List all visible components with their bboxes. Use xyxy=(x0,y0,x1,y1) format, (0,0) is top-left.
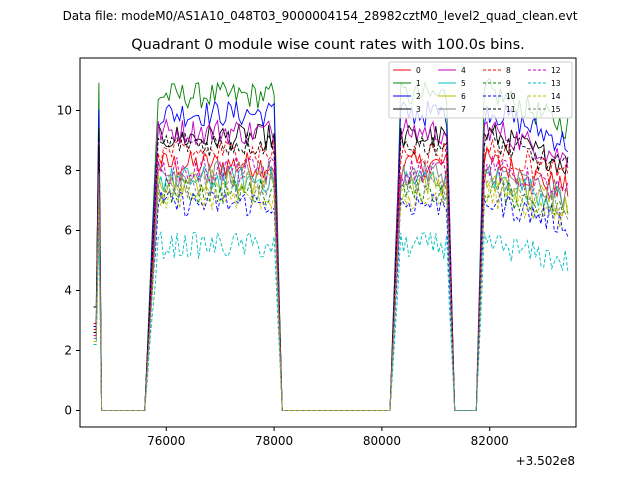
legend-label-10: 10 xyxy=(506,92,516,101)
series-line-6 xyxy=(93,168,569,411)
series-line-12 xyxy=(93,155,569,411)
legend-label-13: 13 xyxy=(551,79,561,88)
legend-label-6: 6 xyxy=(461,92,466,101)
series-line-13 xyxy=(93,231,569,411)
y-tick-label: 6 xyxy=(64,224,72,238)
series-line-10 xyxy=(93,189,569,411)
chart-title: Quadrant 0 module wise count rates with … xyxy=(131,37,525,53)
series-line-1 xyxy=(93,77,569,411)
chart-suptitle: Data file: modeM0/AS1A10_048T03_90000041… xyxy=(63,9,578,23)
y-tick-label: 4 xyxy=(64,284,72,298)
legend-label-4: 4 xyxy=(461,66,466,75)
series-line-15 xyxy=(93,170,569,411)
series-line-4 xyxy=(93,117,569,411)
legend-label-8: 8 xyxy=(506,66,511,75)
legend-label-14: 14 xyxy=(551,92,561,101)
x-tick-label: 78000 xyxy=(255,434,293,448)
series-line-8 xyxy=(93,138,569,411)
y-axis: 0 2 4 6 8 10 xyxy=(57,104,80,418)
x-axis: 76000 78000 80000 82000 xyxy=(147,427,509,448)
legend-label-7: 7 xyxy=(461,105,466,114)
legend-label-15: 15 xyxy=(551,105,561,114)
legend-label-1: 1 xyxy=(416,79,421,88)
x-offset-text: +3.502e8 xyxy=(516,454,575,468)
y-tick-label: 0 xyxy=(64,404,72,418)
x-tick-label: 76000 xyxy=(147,434,185,448)
legend-label-5: 5 xyxy=(461,79,466,88)
series-line-3 xyxy=(93,123,569,411)
legend-label-0: 0 xyxy=(416,66,421,75)
x-tick-label: 80000 xyxy=(363,434,401,448)
series-line-11 xyxy=(93,128,569,411)
y-tick-label: 2 xyxy=(64,344,72,358)
legend-label-2: 2 xyxy=(416,92,421,101)
legend-label-3: 3 xyxy=(416,105,421,114)
legend-frame xyxy=(388,61,573,119)
plot-frame xyxy=(79,57,577,428)
legend-label-11: 11 xyxy=(506,105,516,114)
legend-label-12: 12 xyxy=(551,66,561,75)
series-line-9 xyxy=(93,177,569,411)
plot-lines xyxy=(93,77,569,411)
legend-label-9: 9 xyxy=(506,79,511,88)
series-line-2 xyxy=(93,100,569,411)
x-tick-label: 82000 xyxy=(471,434,509,448)
y-tick-label: 8 xyxy=(64,164,72,178)
y-tick-label: 10 xyxy=(57,104,72,118)
series-line-14 xyxy=(93,184,569,411)
